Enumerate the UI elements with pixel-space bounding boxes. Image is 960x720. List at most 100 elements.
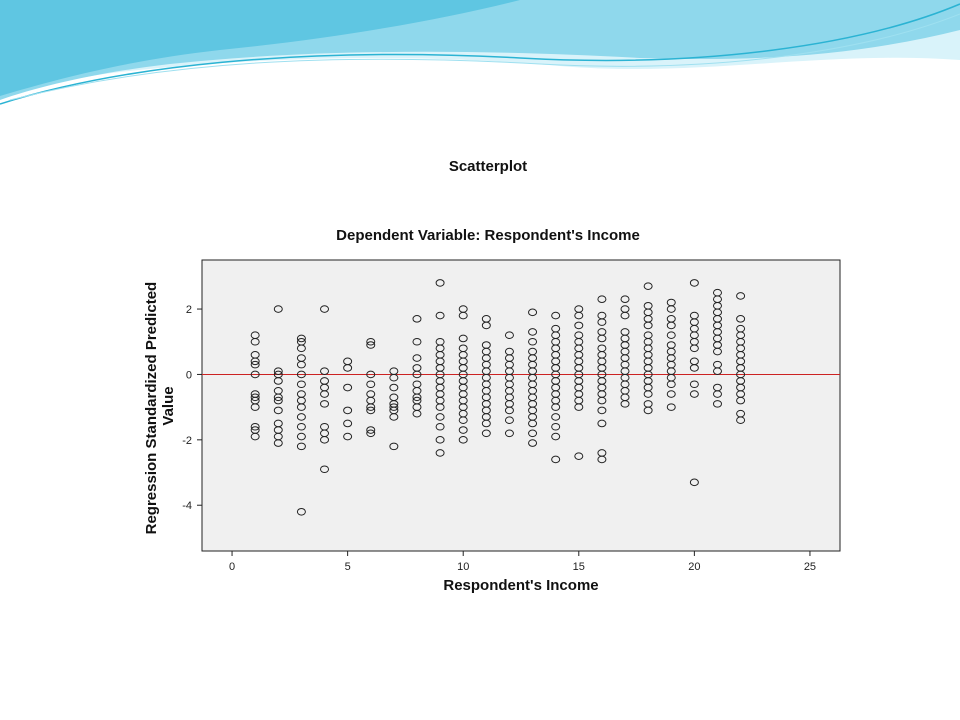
data-point	[435, 436, 445, 444]
data-point	[551, 413, 561, 421]
data-point	[458, 311, 468, 320]
data-point	[366, 406, 376, 415]
y-tick-label: -2	[182, 435, 192, 447]
data-point	[504, 429, 514, 438]
data-point	[620, 295, 630, 304]
plot-area	[201, 259, 841, 552]
data-point	[366, 403, 376, 411]
data-point	[574, 311, 584, 320]
data-point	[435, 279, 445, 287]
data-point	[412, 315, 422, 323]
data-point	[458, 334, 468, 343]
x-tick-label: 15	[573, 561, 585, 573]
data-point	[273, 305, 283, 313]
data-point	[389, 373, 399, 382]
data-point	[435, 403, 445, 411]
data-point	[666, 403, 676, 411]
data-point	[666, 390, 676, 398]
x-tick-label: 25	[804, 561, 816, 573]
data-point	[250, 432, 260, 441]
data-point	[597, 295, 607, 304]
y-axis: 2 0 -2 -4	[182, 304, 202, 512]
data-point	[504, 331, 514, 340]
data-point	[620, 311, 630, 320]
data-point	[689, 478, 699, 487]
data-point	[273, 396, 283, 405]
scatter-chart: Scatterplot Dependent Variable: Responde…	[143, 158, 841, 594]
data-point	[551, 311, 561, 320]
data-point	[250, 360, 260, 369]
data-point	[389, 413, 399, 421]
data-point	[273, 377, 283, 385]
y-tick-label: 0	[186, 369, 192, 381]
data-point	[320, 436, 330, 444]
data-point	[273, 439, 283, 447]
data-point	[620, 400, 630, 408]
data-point	[320, 367, 330, 375]
data-point	[296, 403, 306, 411]
data-point	[551, 403, 561, 411]
data-point	[597, 419, 607, 428]
data-point	[666, 331, 676, 340]
data-point	[597, 334, 607, 343]
data-point	[528, 419, 538, 428]
data-point	[712, 367, 722, 375]
data-point	[597, 318, 607, 326]
data-point	[736, 416, 746, 425]
data-point	[366, 426, 376, 434]
chart-title: Scatterplot	[449, 158, 527, 175]
data-point	[296, 442, 306, 451]
data-point	[643, 321, 653, 330]
data-point	[528, 328, 538, 336]
x-axis-title: Respondent's Income	[443, 577, 598, 594]
data-point	[643, 406, 653, 415]
data-point	[736, 292, 746, 300]
data-point	[366, 337, 376, 346]
data-point	[320, 305, 330, 313]
data-point	[574, 321, 584, 330]
y-tick-label: -4	[182, 500, 192, 512]
data-point	[296, 344, 306, 353]
data-point	[736, 396, 746, 405]
data-point	[343, 383, 353, 392]
data-point	[250, 403, 260, 411]
data-point	[250, 357, 260, 366]
y-axis-title-line-1: Regression Standardized Predicted	[143, 282, 160, 535]
data-point	[528, 308, 538, 317]
data-point	[504, 406, 514, 415]
data-point	[528, 439, 538, 447]
data-point	[574, 403, 584, 411]
data-point	[666, 321, 676, 330]
data-point	[643, 282, 653, 290]
data-point	[366, 341, 376, 349]
data-point	[481, 419, 491, 428]
x-tick-label: 10	[457, 561, 469, 573]
data-point	[528, 337, 538, 346]
data-point	[551, 455, 561, 464]
data-point	[250, 337, 260, 346]
data-point	[296, 360, 306, 369]
data-point	[250, 393, 260, 402]
data-point	[389, 403, 399, 411]
data-point	[343, 419, 353, 428]
data-point	[597, 406, 607, 415]
data-point	[666, 380, 676, 389]
data-point	[412, 393, 422, 402]
y-axis-title: Regression Standardized Predicted Value	[143, 278, 177, 535]
data-point	[389, 442, 399, 451]
data-point	[736, 315, 746, 323]
x-tick-label: 0	[229, 561, 235, 573]
y-tick-label: 2	[186, 304, 192, 316]
data-point	[366, 370, 376, 379]
data-point	[551, 422, 561, 431]
data-point	[320, 400, 330, 408]
data-point	[481, 321, 491, 330]
data-point	[366, 380, 376, 389]
header-wave-line	[0, 3, 960, 105]
data-point	[712, 390, 722, 398]
data-point	[689, 344, 699, 353]
header-wave-dark	[0, 0, 520, 96]
data-point	[412, 370, 422, 379]
data-point	[597, 455, 607, 464]
